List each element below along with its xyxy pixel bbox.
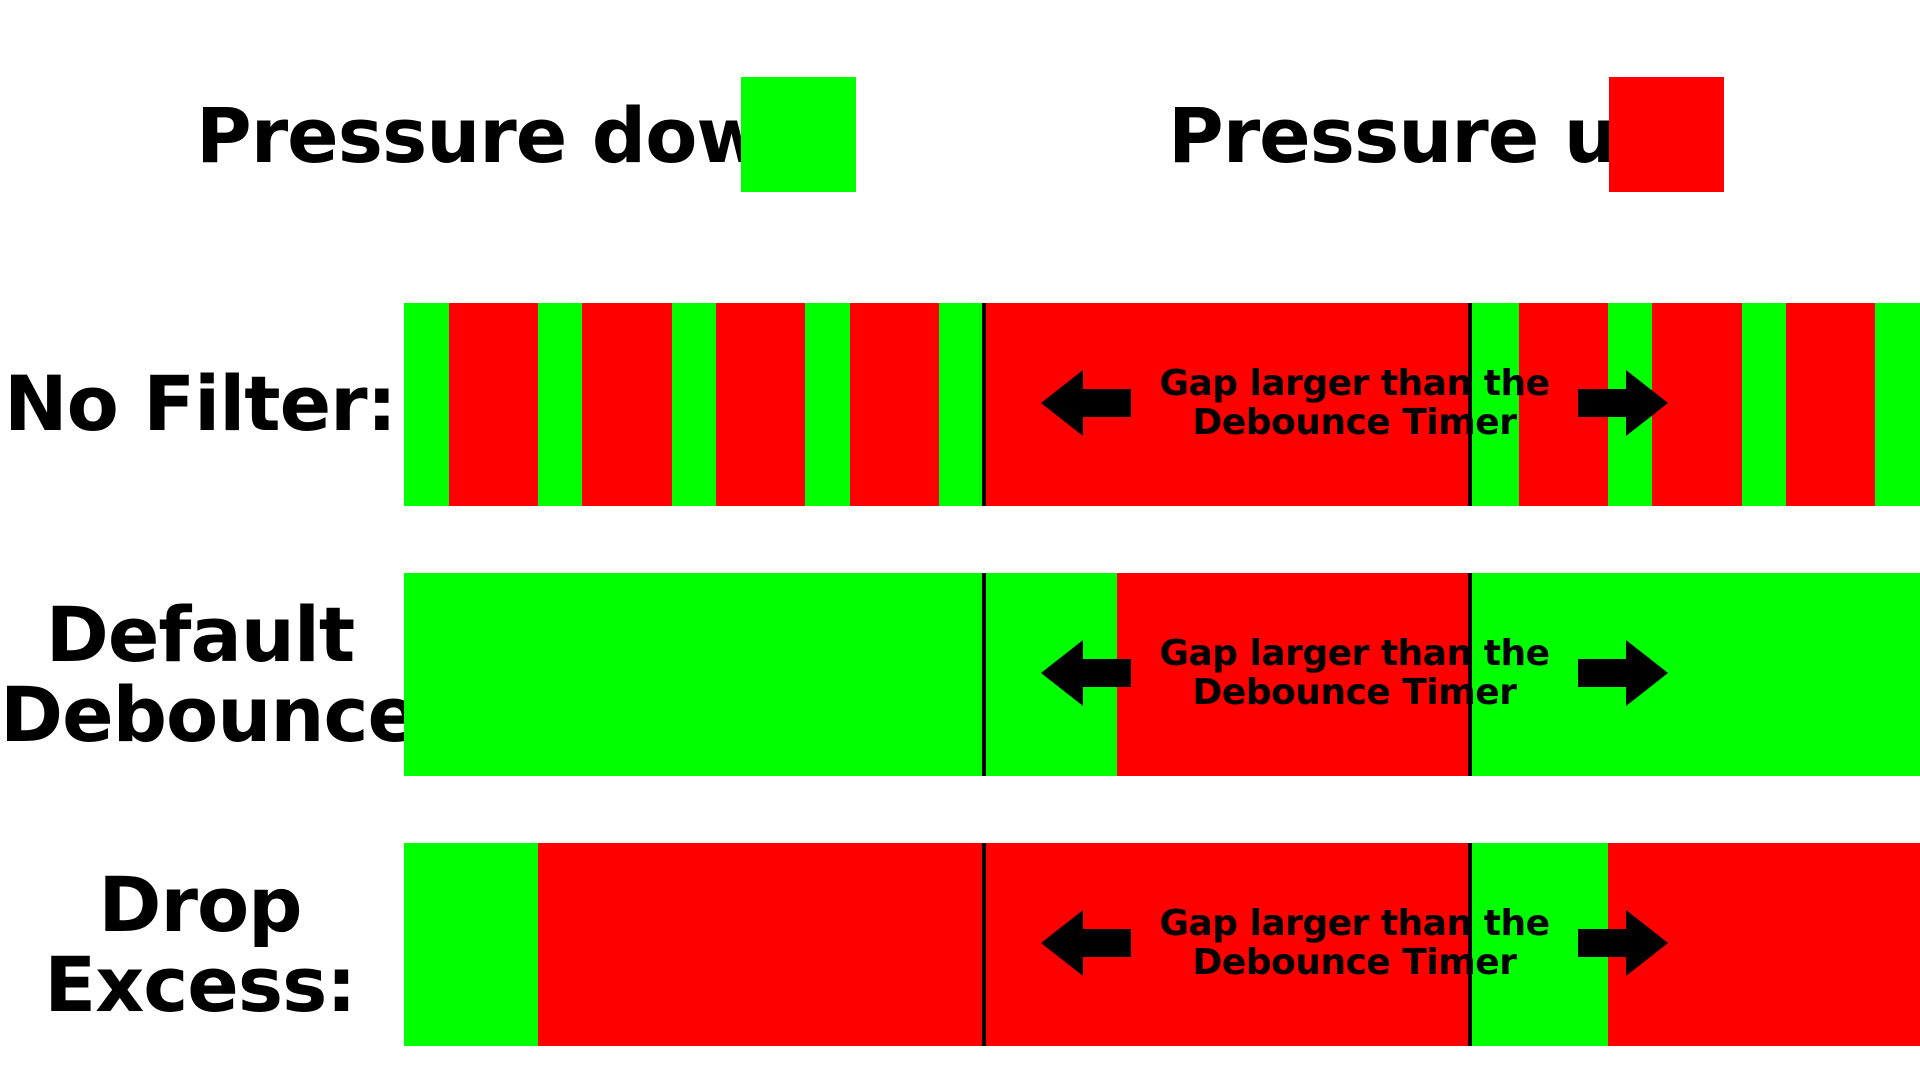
gap-annotation-line2: Debounce Timer: [1192, 401, 1517, 443]
gap-annotation-line1: Gap larger than the: [1159, 633, 1550, 674]
legend-pressure-down-swatch: [741, 77, 856, 192]
gap-start-marker: [981, 303, 986, 506]
gap-annotation-line2: Debounce Timer: [1192, 941, 1517, 983]
row-label-line: Drop: [98, 860, 302, 949]
gap-start-marker: [981, 843, 986, 1046]
segment-pressure-up: [1117, 573, 1470, 776]
segment-pressure-down: [1875, 303, 1920, 506]
segment-pressure-down: [404, 303, 449, 506]
segment-pressure-up: [582, 303, 672, 506]
segment-pressure-up: [1786, 303, 1876, 506]
gap-annotation: Gap larger than the Debounce Timer: [1131, 903, 1578, 983]
segment-pressure-down: [1741, 303, 1787, 506]
gap-annotation: Gap larger than the Debounce Timer: [1131, 633, 1578, 713]
segment-pressure-down: [1469, 573, 1920, 776]
gap-annotation-line2: Debounce Timer: [1192, 671, 1517, 713]
segment-pressure-down: [404, 843, 538, 1046]
signal-bar-drop-excess: Gap larger than the Debounce Timer: [404, 843, 1920, 1046]
arrow-left-icon: [1041, 370, 1131, 436]
legend-pressure-down-label: Pressure down:: [196, 91, 849, 180]
segment-pressure-down: [671, 303, 717, 506]
arrow-right-icon: [1578, 640, 1668, 706]
segment-pressure-down: [404, 573, 1118, 776]
segment-pressure-down: [805, 303, 850, 506]
row-label-drop-excess: Drop Excess:: [0, 865, 400, 1025]
segment-pressure-up: [1652, 303, 1742, 506]
legend-pressure-up-swatch: [1609, 77, 1724, 192]
row-label-no-filter: No Filter:: [0, 364, 400, 444]
segment-pressure-up: [849, 303, 940, 506]
row-label-line: Debounce:: [0, 669, 448, 759]
gap-end-marker: [1467, 843, 1472, 1046]
row-label-line: Excess:: [44, 939, 356, 1029]
gap-end-marker: [1467, 303, 1472, 506]
arrow-left-icon: [1041, 910, 1131, 976]
row-label-line: Default: [45, 590, 355, 679]
gap-annotation-line1: Gap larger than the: [1159, 903, 1550, 944]
gap-annotation-line1: Gap larger than the: [1159, 363, 1550, 404]
row-label-line: No Filter:: [3, 359, 397, 448]
gap-start-marker: [981, 573, 986, 776]
segment-pressure-up: [716, 303, 806, 506]
arrow-left-icon: [1041, 640, 1131, 706]
row-label-default-debounce: Default Debounce:: [0, 590, 448, 759]
arrow-right-icon: [1578, 370, 1668, 436]
signal-bar-no-filter: Gap larger than the Debounce Timer: [404, 303, 1920, 506]
segment-pressure-down: [939, 303, 984, 506]
gap-end-marker: [1467, 573, 1472, 776]
segment-pressure-up: [448, 303, 538, 506]
signal-bar-default-debounce: Gap larger than the Debounce Timer: [404, 573, 1920, 776]
gap-annotation: Gap larger than the Debounce Timer: [1131, 363, 1578, 443]
arrow-right-icon: [1578, 910, 1668, 976]
segment-pressure-down: [537, 303, 583, 506]
segment-pressure-up: [537, 843, 1470, 1046]
segment-pressure-down: [1469, 303, 1519, 506]
